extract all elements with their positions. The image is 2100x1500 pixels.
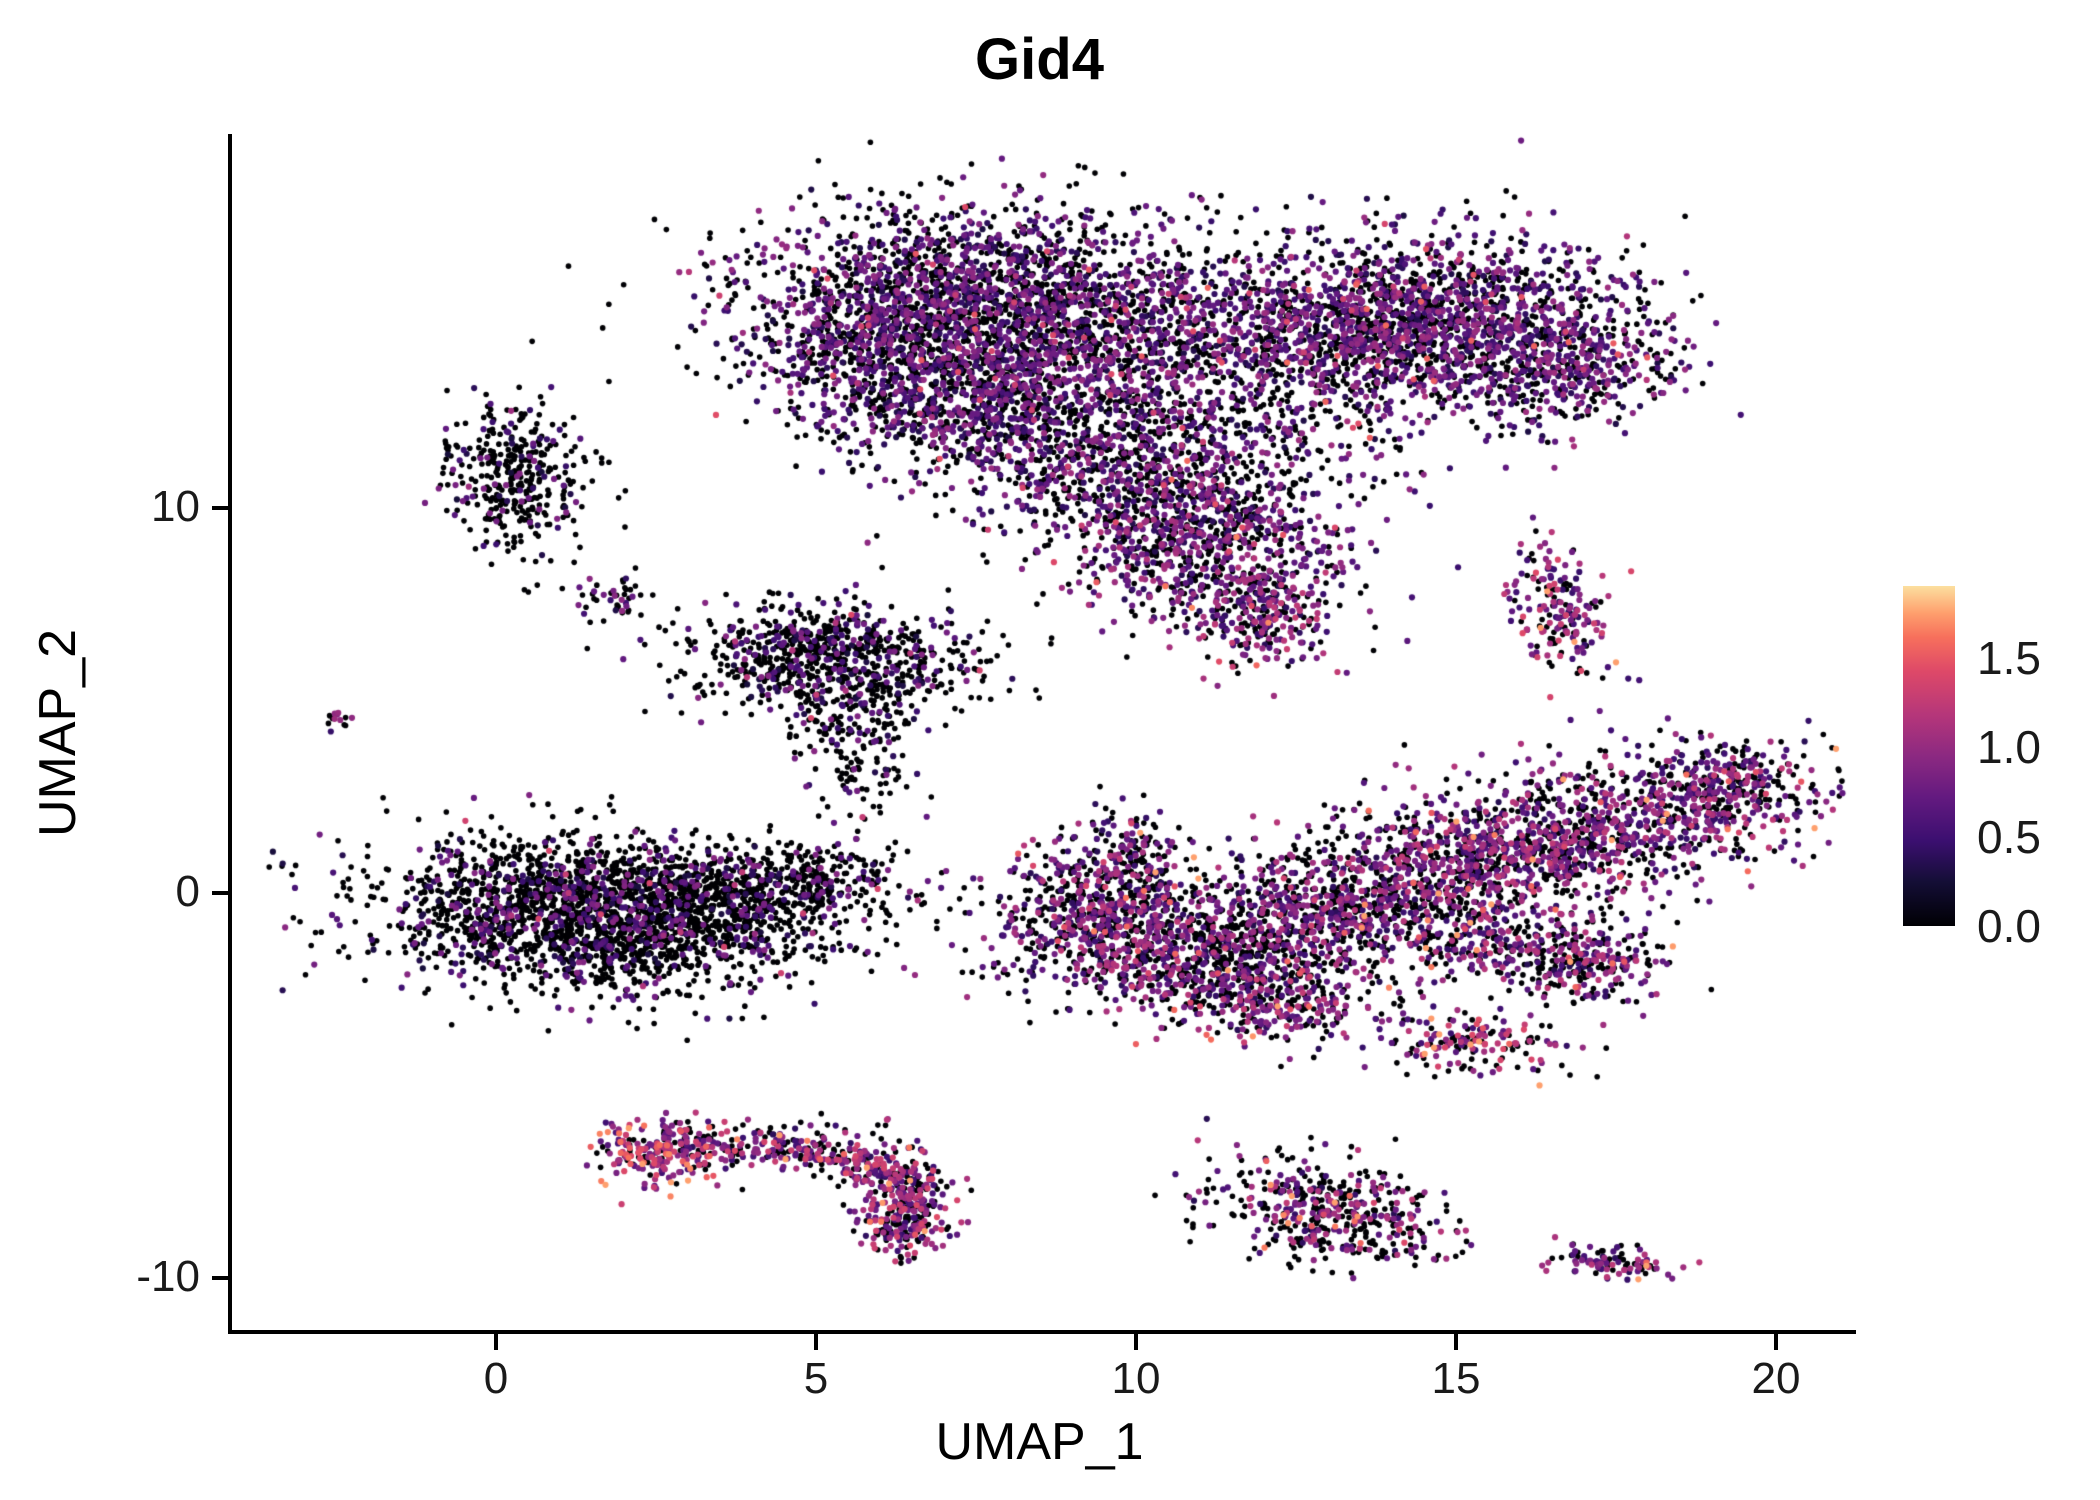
x-tick-label: 15: [1431, 1354, 1481, 1403]
colorbar-tick-label: 1.0: [1977, 721, 2041, 774]
x-axis-label: UMAP_1: [935, 1413, 1144, 1471]
x-tick-mark: [1774, 1334, 1778, 1350]
y-tick-label: 10: [151, 482, 200, 531]
y-tick-label: -10: [136, 1252, 200, 1301]
colorbar-tick-label: 0.0: [1977, 900, 2041, 952]
x-tick-label: 5: [803, 1354, 829, 1403]
x-axis-line: [228, 1330, 1856, 1334]
x-tick-label: 0: [483, 1354, 509, 1403]
y-tick-mark: [212, 506, 228, 510]
x-tick-mark: [494, 1334, 498, 1350]
x-tick-label: 20: [1751, 1354, 1801, 1403]
y-tick-mark: [212, 891, 228, 895]
x-tick-mark: [814, 1334, 818, 1350]
colorbar-tick-label: 1.5: [1977, 631, 2041, 684]
x-tick-mark: [1454, 1334, 1458, 1350]
x-tick-label: 10: [1111, 1354, 1161, 1403]
y-tick-mark: [212, 1276, 228, 1280]
y-tick-label: 0: [175, 867, 200, 916]
y-axis-line: [228, 134, 232, 1334]
colorbar-gradient: [1903, 586, 1955, 926]
x-tick-mark: [1134, 1334, 1138, 1350]
y-axis-label: UMAP_2: [29, 628, 87, 838]
chart-title: Gid4: [975, 27, 1104, 92]
colorbar-tick-label: 0.5: [1977, 810, 2041, 863]
